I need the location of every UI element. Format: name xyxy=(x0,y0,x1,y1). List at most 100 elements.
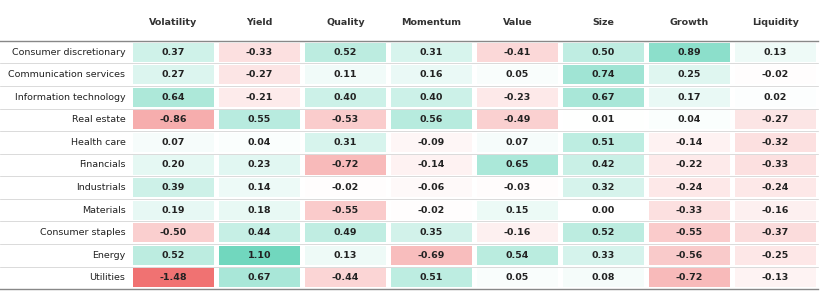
FancyBboxPatch shape xyxy=(305,133,386,152)
FancyBboxPatch shape xyxy=(563,110,644,129)
FancyBboxPatch shape xyxy=(648,65,730,84)
Text: 0.31: 0.31 xyxy=(333,138,357,147)
Text: 0.52: 0.52 xyxy=(333,48,357,57)
Text: 0.05: 0.05 xyxy=(506,70,529,79)
Text: 0.19: 0.19 xyxy=(162,206,185,215)
Text: 0.33: 0.33 xyxy=(592,251,615,260)
FancyBboxPatch shape xyxy=(305,178,386,197)
FancyBboxPatch shape xyxy=(305,201,386,220)
Text: 0.15: 0.15 xyxy=(506,206,529,215)
Text: 0.04: 0.04 xyxy=(248,138,271,147)
FancyBboxPatch shape xyxy=(219,110,300,129)
FancyBboxPatch shape xyxy=(477,223,558,242)
Text: 0.54: 0.54 xyxy=(506,251,529,260)
FancyBboxPatch shape xyxy=(133,65,214,84)
FancyBboxPatch shape xyxy=(133,133,214,152)
Text: 0.51: 0.51 xyxy=(592,138,615,147)
Text: -0.14: -0.14 xyxy=(417,161,445,169)
FancyBboxPatch shape xyxy=(219,133,300,152)
FancyBboxPatch shape xyxy=(133,201,214,220)
FancyBboxPatch shape xyxy=(648,133,730,152)
Text: -0.03: -0.03 xyxy=(504,183,531,192)
FancyBboxPatch shape xyxy=(563,88,644,107)
FancyBboxPatch shape xyxy=(648,223,730,242)
Text: 0.13: 0.13 xyxy=(764,48,787,57)
FancyBboxPatch shape xyxy=(563,268,644,287)
Text: -0.16: -0.16 xyxy=(504,228,531,237)
FancyBboxPatch shape xyxy=(305,65,386,84)
Text: 0.49: 0.49 xyxy=(333,228,357,237)
FancyBboxPatch shape xyxy=(563,246,644,265)
FancyBboxPatch shape xyxy=(133,155,214,175)
Text: 0.52: 0.52 xyxy=(592,228,615,237)
Text: -0.69: -0.69 xyxy=(417,251,445,260)
Text: 0.27: 0.27 xyxy=(162,70,185,79)
Text: 0.50: 0.50 xyxy=(592,48,615,57)
Text: 0.20: 0.20 xyxy=(162,161,185,169)
Text: Liquidity: Liquidity xyxy=(752,18,799,27)
Text: 0.18: 0.18 xyxy=(248,206,271,215)
FancyBboxPatch shape xyxy=(133,268,214,287)
FancyBboxPatch shape xyxy=(305,268,386,287)
FancyBboxPatch shape xyxy=(477,268,558,287)
Text: Real estate: Real estate xyxy=(72,115,125,124)
Text: -0.33: -0.33 xyxy=(761,161,789,169)
FancyBboxPatch shape xyxy=(563,178,644,197)
FancyBboxPatch shape xyxy=(735,88,816,107)
FancyBboxPatch shape xyxy=(477,43,558,62)
Text: -0.02: -0.02 xyxy=(332,183,359,192)
Text: Quality: Quality xyxy=(326,18,365,27)
FancyBboxPatch shape xyxy=(219,65,300,84)
Text: Utilities: Utilities xyxy=(90,273,125,282)
Text: 0.65: 0.65 xyxy=(506,161,529,169)
FancyBboxPatch shape xyxy=(391,65,472,84)
Text: -0.72: -0.72 xyxy=(676,273,703,282)
Text: 0.67: 0.67 xyxy=(592,93,615,102)
Text: Industrials: Industrials xyxy=(76,183,125,192)
Text: -1.48: -1.48 xyxy=(159,273,187,282)
FancyBboxPatch shape xyxy=(735,65,816,84)
Text: Health care: Health care xyxy=(70,138,125,147)
Text: Financials: Financials xyxy=(79,161,125,169)
Text: -0.14: -0.14 xyxy=(676,138,703,147)
FancyBboxPatch shape xyxy=(219,155,300,175)
Text: 0.74: 0.74 xyxy=(592,70,615,79)
Text: -0.02: -0.02 xyxy=(761,70,789,79)
Text: 0.02: 0.02 xyxy=(764,93,787,102)
Text: 0.23: 0.23 xyxy=(248,161,271,169)
FancyBboxPatch shape xyxy=(477,110,558,129)
Text: -0.44: -0.44 xyxy=(332,273,359,282)
Text: Size: Size xyxy=(592,18,615,27)
Text: -0.24: -0.24 xyxy=(761,183,789,192)
FancyBboxPatch shape xyxy=(735,268,816,287)
FancyBboxPatch shape xyxy=(219,246,300,265)
Text: Growth: Growth xyxy=(670,18,709,27)
FancyBboxPatch shape xyxy=(563,65,644,84)
FancyBboxPatch shape xyxy=(648,201,730,220)
Text: Information technology: Information technology xyxy=(15,93,125,102)
Text: 0.52: 0.52 xyxy=(162,251,185,260)
Text: 0.42: 0.42 xyxy=(592,161,615,169)
FancyBboxPatch shape xyxy=(735,246,816,265)
Text: 0.17: 0.17 xyxy=(677,93,701,102)
Text: 0.07: 0.07 xyxy=(506,138,529,147)
Text: -0.13: -0.13 xyxy=(761,273,789,282)
FancyBboxPatch shape xyxy=(133,178,214,197)
Text: 0.67: 0.67 xyxy=(248,273,271,282)
Text: 0.31: 0.31 xyxy=(420,48,443,57)
Text: -0.41: -0.41 xyxy=(504,48,531,57)
FancyBboxPatch shape xyxy=(563,201,644,220)
Text: -0.55: -0.55 xyxy=(676,228,703,237)
FancyBboxPatch shape xyxy=(648,43,730,62)
FancyBboxPatch shape xyxy=(305,155,386,175)
Text: 0.16: 0.16 xyxy=(420,70,443,79)
Text: -0.72: -0.72 xyxy=(332,161,359,169)
Text: 0.05: 0.05 xyxy=(506,273,529,282)
Text: 0.14: 0.14 xyxy=(248,183,271,192)
FancyBboxPatch shape xyxy=(219,43,300,62)
Text: 0.32: 0.32 xyxy=(592,183,615,192)
FancyBboxPatch shape xyxy=(648,110,730,129)
Text: -0.25: -0.25 xyxy=(761,251,789,260)
Text: 0.37: 0.37 xyxy=(162,48,185,57)
FancyBboxPatch shape xyxy=(219,223,300,242)
